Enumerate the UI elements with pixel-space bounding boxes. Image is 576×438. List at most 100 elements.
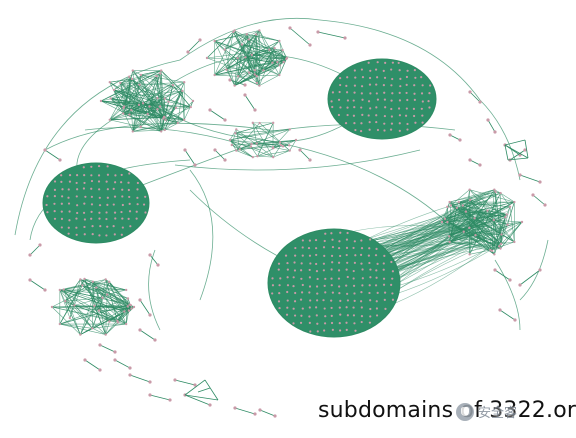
graph-node bbox=[468, 158, 472, 162]
graph-node bbox=[383, 122, 386, 125]
graph-node bbox=[138, 298, 142, 302]
graph-node bbox=[83, 174, 86, 177]
graph-node bbox=[322, 246, 326, 249]
graph-node bbox=[121, 217, 124, 220]
graph-edge bbox=[80, 281, 110, 335]
graph-node bbox=[367, 254, 370, 257]
graph-edge bbox=[156, 76, 162, 132]
graph-node bbox=[421, 84, 424, 87]
graph-node bbox=[148, 105, 151, 108]
graph-edge bbox=[187, 39, 201, 53]
graph-edge bbox=[229, 129, 290, 141]
graph-node bbox=[58, 158, 62, 162]
graph-node bbox=[497, 245, 501, 248]
graph-node bbox=[253, 69, 257, 72]
graph-node bbox=[253, 73, 256, 76]
graph-node bbox=[106, 165, 109, 168]
graph-node bbox=[191, 99, 195, 103]
graph-edge bbox=[147, 85, 174, 115]
graph-node bbox=[315, 253, 318, 257]
graph-node bbox=[278, 141, 282, 144]
graph-node bbox=[315, 314, 318, 317]
graph-node bbox=[337, 277, 341, 280]
graph-node bbox=[493, 188, 496, 191]
graph-node bbox=[300, 277, 303, 280]
graph-edge bbox=[500, 241, 515, 245]
graph-node bbox=[292, 276, 295, 279]
graph-edge bbox=[237, 58, 239, 77]
graph-edge bbox=[519, 269, 541, 286]
graph-node bbox=[440, 220, 444, 224]
graph-node bbox=[83, 181, 86, 185]
graph-edge bbox=[532, 194, 546, 206]
graph-node bbox=[375, 120, 378, 124]
graph-node bbox=[288, 128, 291, 131]
graph-node bbox=[301, 246, 304, 249]
graph-node bbox=[543, 203, 547, 207]
graph-node bbox=[316, 299, 319, 302]
graph-node bbox=[228, 138, 232, 142]
graph-node bbox=[361, 277, 364, 280]
graph-edge bbox=[462, 205, 507, 215]
graph-node bbox=[468, 253, 471, 256]
graph-edge bbox=[64, 279, 81, 302]
graph-edge bbox=[458, 191, 496, 203]
graph-node bbox=[164, 118, 167, 122]
graph-node bbox=[53, 210, 56, 213]
graph-node bbox=[307, 246, 311, 250]
graph-node bbox=[230, 143, 233, 147]
graph-node bbox=[374, 284, 378, 287]
graph-node bbox=[73, 304, 76, 307]
graph-edge bbox=[469, 189, 515, 203]
graph-node bbox=[360, 315, 364, 318]
graph-edge bbox=[92, 281, 129, 299]
graph-node bbox=[308, 285, 312, 288]
graph-node bbox=[330, 254, 334, 257]
graph-node bbox=[234, 131, 237, 135]
graph-node bbox=[390, 115, 393, 118]
graph-edge bbox=[105, 321, 110, 335]
graph-edge bbox=[234, 72, 250, 86]
graph-node bbox=[353, 261, 356, 264]
graph-node bbox=[337, 261, 341, 264]
graph-edge bbox=[255, 34, 260, 86]
graph-node bbox=[353, 240, 356, 243]
graph-node bbox=[391, 277, 394, 280]
graph-node bbox=[508, 278, 512, 282]
graph-node bbox=[138, 328, 142, 332]
graph-node bbox=[168, 398, 172, 402]
graph-node bbox=[391, 61, 394, 64]
graph-node bbox=[330, 277, 333, 280]
graph-node bbox=[181, 89, 184, 93]
graph-edge bbox=[450, 205, 508, 226]
satellite-pair bbox=[493, 268, 512, 282]
graph-edge bbox=[184, 149, 196, 166]
graph-node bbox=[376, 262, 379, 265]
graph-node bbox=[128, 366, 132, 370]
graph-node bbox=[123, 310, 126, 313]
graph-edge bbox=[109, 78, 133, 83]
graph-node bbox=[105, 217, 108, 221]
graph-node bbox=[404, 114, 408, 117]
graph-node bbox=[498, 308, 502, 312]
graph-node bbox=[323, 284, 326, 287]
graph-edge bbox=[299, 149, 311, 161]
graph-edge bbox=[92, 281, 132, 309]
satellite-pair bbox=[28, 243, 42, 257]
graph-edge bbox=[84, 359, 101, 371]
graph-edge bbox=[449, 201, 515, 237]
graph-node bbox=[331, 245, 335, 249]
graph-node bbox=[28, 278, 32, 282]
graph-node bbox=[137, 103, 141, 107]
graph-node bbox=[81, 284, 84, 287]
graph-edge bbox=[117, 310, 130, 322]
graph-node bbox=[383, 291, 387, 294]
graph-node bbox=[82, 187, 86, 190]
graph-node bbox=[108, 320, 111, 323]
graph-edge bbox=[449, 201, 494, 221]
graph-edge bbox=[74, 305, 118, 322]
graph-node bbox=[278, 284, 281, 287]
graph-node bbox=[245, 33, 249, 36]
graph-node bbox=[208, 403, 212, 407]
graph-node bbox=[345, 306, 348, 309]
